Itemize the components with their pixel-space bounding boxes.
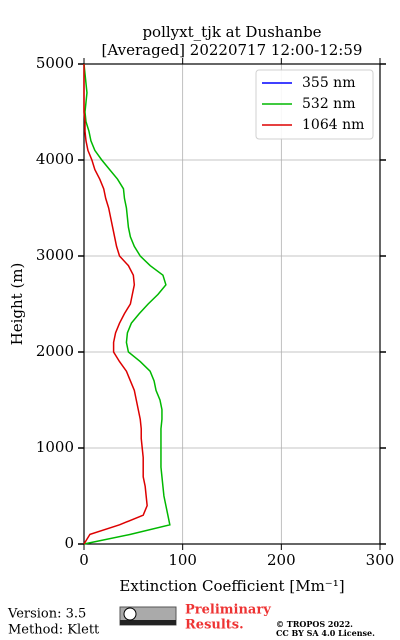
x-tick-label: 300 (366, 551, 395, 569)
x-tick-label: 200 (267, 551, 296, 569)
x-axis-label: Extinction Coefficient [Mm⁻¹] (119, 577, 344, 595)
legend-label: 532 nm (302, 96, 355, 112)
y-tick-label: 0 (64, 534, 74, 552)
y-tick-label: 5000 (36, 54, 74, 72)
chart-title: pollyxt_tjk at Dushanbe (142, 23, 321, 41)
y-axis-label: Height (m) (8, 263, 26, 346)
legend-label: 355 nm (302, 75, 355, 91)
legend-box (255, 69, 374, 140)
x-tick-label: 100 (168, 551, 197, 569)
chart-subtitle: [Averaged] 20220717 12:00-12:59 (102, 41, 363, 59)
preliminary: Preliminary (185, 603, 271, 618)
preliminary: Results. (185, 618, 244, 633)
copyright: © TROPOS 2022. (276, 619, 353, 629)
profile-line (83, 63, 171, 545)
copyright: CC BY SA 4.0 License. (276, 628, 375, 638)
plot-frame (83, 63, 381, 545)
x-tick-label: 0 (79, 551, 89, 569)
profile-line (83, 64, 148, 545)
y-tick-label: 4000 (36, 150, 74, 168)
version: Version: 3.5 (7, 607, 86, 622)
y-tick-label: 1000 (36, 438, 74, 456)
y-tick-label: 2000 (36, 342, 74, 360)
method: Method: Klett (8, 623, 100, 638)
license-icon-band (120, 620, 176, 625)
legend-label: 1064 nm (302, 117, 364, 133)
license-icon-circle (123, 607, 137, 621)
y-tick-label: 3000 (36, 246, 74, 264)
